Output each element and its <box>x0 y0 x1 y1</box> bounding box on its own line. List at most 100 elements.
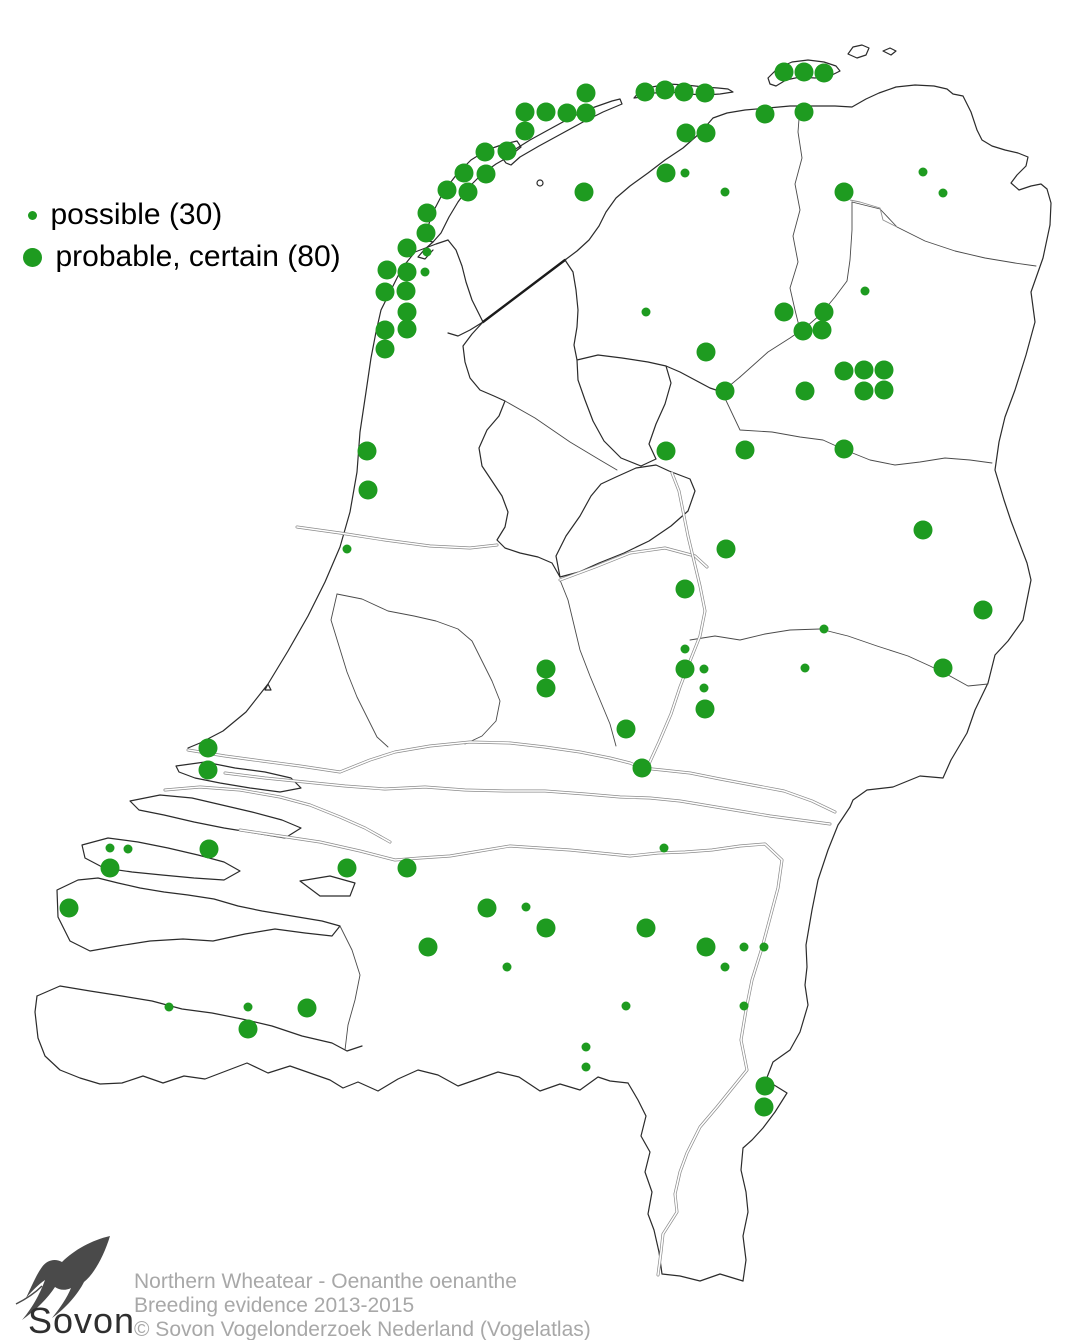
map-dot-probable <box>774 302 794 322</box>
caption-species-line: Northern Wheatear - Oenanthe oenanthe <box>134 1270 517 1293</box>
map-dot-probable <box>715 381 735 401</box>
caption-evidence-line: Breeding evidence 2013-2015 <box>134 1294 415 1317</box>
map-dots <box>59 62 993 1117</box>
map-dot-probable <box>793 321 813 341</box>
map-dot-probable <box>635 82 655 102</box>
map-dot-possible <box>680 168 690 178</box>
map-dot-probable <box>515 102 535 122</box>
map-dot-probable <box>834 361 854 381</box>
map-dot-probable <box>695 83 715 103</box>
map-dot-possible <box>164 1002 174 1012</box>
map-dot-probable <box>716 539 736 559</box>
map-dot-probable <box>735 440 755 460</box>
map-dot-probable <box>416 223 436 243</box>
map-dot-probable <box>375 282 395 302</box>
map-dot-probable <box>695 699 715 719</box>
map-dot-probable <box>616 719 636 739</box>
map-dot-probable <box>515 121 535 141</box>
map-dot-probable <box>476 164 496 184</box>
map-dot-possible <box>918 167 928 177</box>
map-dot-possible <box>502 962 512 972</box>
map-dot-probable <box>696 123 716 143</box>
map-dot-probable <box>337 858 357 878</box>
map-dot-probable <box>834 182 854 202</box>
possible-dot-icon <box>27 210 37 220</box>
map-dot-probable <box>477 898 497 918</box>
map-dot-probable <box>636 918 656 938</box>
map-dot-possible <box>860 286 870 296</box>
legend-item-probable: probable, certain (80) <box>22 236 341 278</box>
map-dot-probable <box>375 339 395 359</box>
map-dot-probable <box>874 360 894 380</box>
map-dot-probable <box>675 579 695 599</box>
map-dot-probable <box>557 103 577 123</box>
map-dot-probable <box>297 998 317 1018</box>
map-dot-possible <box>243 1002 253 1012</box>
map-dot-possible <box>800 663 810 673</box>
map-dot-probable <box>913 520 933 540</box>
map-dot-probable <box>755 1076 775 1096</box>
map-dot-possible <box>105 843 115 853</box>
map-dot-probable <box>632 758 652 778</box>
map-dot-probable <box>100 858 120 878</box>
map-dot-possible <box>659 843 669 853</box>
map-dot-probable <box>574 182 594 202</box>
map-dot-possible <box>720 187 730 197</box>
map-dot-possible <box>422 247 432 257</box>
map-dot-probable <box>497 141 517 161</box>
map-dot-probable <box>397 302 417 322</box>
map-dot-possible <box>621 1001 631 1011</box>
map-dot-possible <box>420 267 430 277</box>
map-dot-possible <box>699 683 709 693</box>
map-dot-probable <box>754 1097 774 1117</box>
sovon-bird-logo <box>15 1236 110 1320</box>
map-dot-probable <box>794 102 814 122</box>
map-dot-possible <box>581 1042 591 1052</box>
map-dot-probable <box>397 238 417 258</box>
map-dot-probable <box>396 281 416 301</box>
map-dot-probable <box>854 360 874 380</box>
map-dot-probable <box>357 441 377 461</box>
map-dot-probable <box>933 658 953 678</box>
map-legend: possible (30) probable, certain (80) <box>22 194 341 278</box>
map-dot-probable <box>199 839 219 859</box>
sovon-logo-text: Sovon <box>28 1300 136 1340</box>
map-dot-probable <box>458 182 478 202</box>
map-dot-probable <box>397 262 417 282</box>
map-dot-probable <box>198 760 218 780</box>
caption-copyright-line: © Sovon Vogelonderzoek Nederland (Vogela… <box>134 1318 591 1340</box>
map-dot-probable <box>198 738 218 758</box>
map-dot-probable <box>696 342 716 362</box>
map-dot-possible <box>739 1001 749 1011</box>
map-dot-probable <box>536 918 556 938</box>
map-dot-probable <box>536 659 556 679</box>
map-dot-probable <box>814 302 834 322</box>
map-dot-probable <box>676 123 696 143</box>
map-dot-probable <box>973 600 993 620</box>
map-dot-probable <box>454 163 474 183</box>
map-dot-probable <box>656 441 676 461</box>
map-dot-probable <box>475 142 495 162</box>
legend-label-probable: probable, certain (80) <box>55 240 341 273</box>
map-dot-probable <box>377 260 397 280</box>
map-dot-probable <box>358 480 378 500</box>
map-dot-possible <box>521 902 531 912</box>
map-dot-probable <box>656 163 676 183</box>
map-dot-probable <box>854 381 874 401</box>
map-dot-possible <box>641 307 651 317</box>
map-dot-probable <box>576 83 596 103</box>
map-dot-probable <box>675 659 695 679</box>
map-dot-possible <box>759 942 769 952</box>
map-dot-probable <box>536 102 556 122</box>
map-dot-probable <box>795 381 815 401</box>
map-dot-probable <box>755 104 775 124</box>
map-dot-probable <box>696 937 716 957</box>
map-dot-probable <box>774 62 794 82</box>
map-caption: Northern Wheatear - Oenanthe oenanthe Br… <box>134 1270 591 1340</box>
map-dot-possible <box>342 544 352 554</box>
map-dot-probable <box>576 103 596 123</box>
map-dot-probable <box>437 180 457 200</box>
map-dot-probable <box>418 937 438 957</box>
